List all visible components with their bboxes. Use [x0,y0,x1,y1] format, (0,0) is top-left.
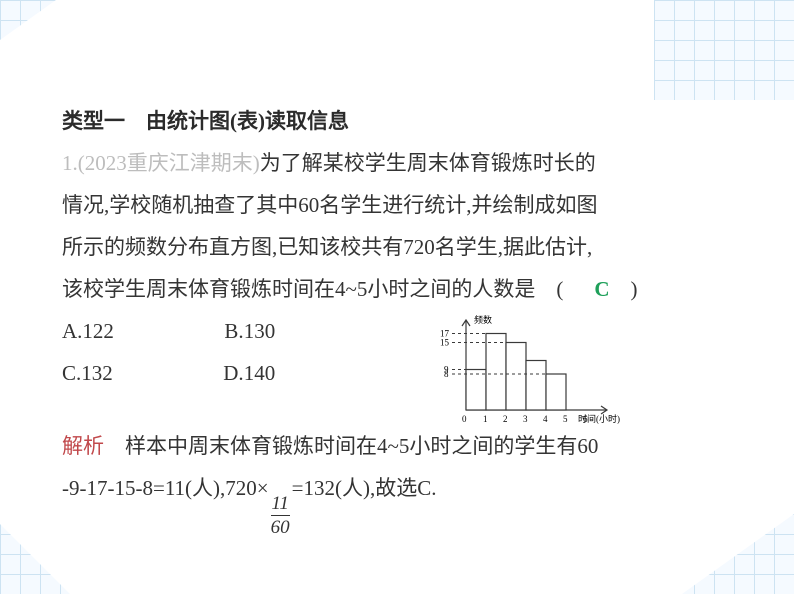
fraction-bar [271,515,290,516]
y-axis-title: 频数 [474,314,492,325]
analysis-p1: 样本中周末体育锻炼时间在4~5小时之间的学生有60 [104,434,598,458]
option-a-value: 122 [82,319,114,343]
question-stem-2: 情况,学校随机抽查了其中60名学生进行统计,并绘制成如图 [62,184,732,226]
question-number: 1. [62,151,78,175]
fraction-denominator: 60 [271,518,290,537]
option-a: A.122 [62,319,114,343]
question-stem-4: 该校学生周末体育锻炼时间在4~5小时之间的人数是 ( [62,277,584,301]
histogram-bar [506,343,526,411]
fraction: 1160 [271,494,290,537]
options-and-chart-row: A.122 B.130 C.132 D.140 频数 时间(小时 [62,310,732,425]
histogram-bar [526,361,546,411]
bg-grid-top-left [0,0,140,100]
histogram-bar [546,374,566,410]
option-b: B.130 [224,319,275,343]
options-column: A.122 B.130 C.132 D.140 [62,310,432,394]
content-area: 类型一 由统计图(表)读取信息 1.(2023重庆江津期末)为了解某校学生周末体… [62,100,732,537]
x-tick-label: 4 [543,414,548,424]
bg-grid-top-right [654,0,794,100]
options-row-2: C.132 D.140 [62,352,432,394]
option-c: C.132 [62,361,113,385]
question-line-1: 1.(2023重庆江津期末)为了解某校学生周末体育锻炼时长的 [62,142,732,184]
fraction-numerator: 11 [271,494,289,513]
option-d-value: 140 [244,361,276,385]
y-tick-label: 15 [440,338,450,348]
x-origin-label: 0 [462,414,467,424]
histogram-bar [486,334,506,411]
y-tick-label: 9 [444,365,449,375]
category-heading: 类型一 由统计图(表)读取信息 [62,100,732,142]
question-stem-4b: ) [610,277,638,301]
question-stem-1: 为了解某校学生周末体育锻炼时长的 [260,151,596,175]
analysis-p2b: =132(人),故选C. [292,476,437,500]
x-tick-label: 1 [483,414,488,424]
histogram-bar [466,370,486,411]
option-b-value: 130 [244,319,276,343]
question-stem-3: 所示的频数分布直方图,已知该校共有720名学生,据此估计, [62,226,732,268]
options-row-1: A.122 B.130 [62,310,432,352]
option-c-value: 132 [81,361,113,385]
analysis-label: 解析 [62,434,104,458]
x-tick-label: 3 [523,414,528,424]
question-source-tag: (2023重庆江津期末) [78,151,260,175]
correct-answer-letter: C [594,277,609,301]
analysis-line-1: 解析 样本中周末体育锻炼时间在4~5小时之间的学生有60 [62,425,732,467]
question-line-4: 该校学生周末体育锻炼时间在4~5小时之间的人数是 ( C ) [62,268,732,310]
x-tick-label: 2 [503,414,508,424]
y-tick-label: 17 [440,329,450,339]
x-tick-label: 5 [563,414,568,424]
histogram-chart: 频数 时间(小时) 123456 891517 0 [432,310,622,425]
x-tick-label: 6 [583,414,588,424]
analysis-line-2: -9-17-15-8=11(人),720×1160=132(人),故选C. [62,467,732,537]
chart-column: 频数 时间(小时) 123456 891517 0 [432,310,732,425]
option-d: D.140 [223,361,275,385]
analysis-p2a: -9-17-15-8=11(人),720× [62,476,269,500]
